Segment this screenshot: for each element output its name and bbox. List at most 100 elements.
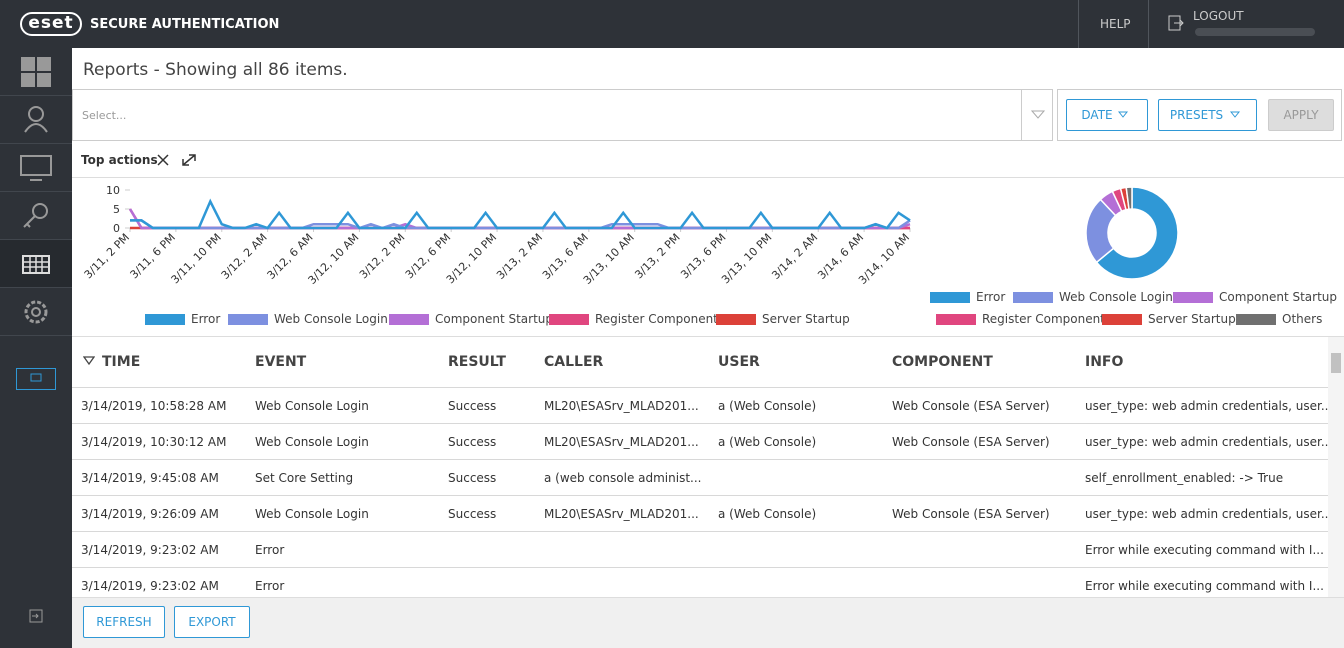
column-header: USER (718, 354, 760, 370)
legend-swatch (1173, 292, 1213, 303)
table-cell: Success (448, 435, 497, 449)
legend-swatch (1013, 292, 1053, 303)
icon (24, 300, 48, 324)
expand-icon[interactable] (182, 154, 196, 166)
x-tick-label: 3/11, 2 PM (82, 231, 132, 281)
legend-label: Server Startup (762, 312, 850, 326)
panel-title: Top actions (81, 153, 158, 167)
row-divider (72, 567, 1328, 568)
table-cell: Error (255, 579, 285, 593)
scroll-thumb[interactable] (1331, 353, 1341, 373)
table-cell: Web Console Login (255, 507, 369, 521)
icon (21, 57, 51, 87)
icon (23, 203, 48, 228)
apply-button[interactable]: APPLY (1268, 99, 1334, 131)
legend-label: Register Component (982, 312, 1105, 326)
export-button[interactable]: EXPORT (174, 606, 250, 638)
pie-slice (1095, 186, 1179, 280)
y-tick-label: 5 (113, 203, 120, 216)
row-divider (72, 387, 1328, 388)
column-header: EVENT (255, 354, 307, 370)
table-cell: Success (448, 399, 497, 413)
divider (1021, 90, 1022, 140)
users-nav[interactable] (0, 96, 72, 144)
column-header: CALLER (544, 354, 604, 370)
column-header: INFO (1085, 354, 1124, 370)
series-line (130, 198, 911, 230)
top-bar: eset SECURE AUTHENTICATION HELP LOGOUT (0, 0, 1344, 48)
legend-swatch (228, 314, 268, 325)
divider (72, 177, 1344, 178)
blurred-user (1195, 28, 1315, 36)
y-tick-label: 10 (106, 184, 120, 197)
legend-swatch (1236, 314, 1276, 325)
logout-icon (1168, 15, 1184, 31)
chat-button[interactable] (16, 368, 56, 392)
date-button[interactable]: DATE (1066, 99, 1148, 131)
presets-button[interactable]: PRESETS (1158, 99, 1257, 131)
x-tick-label: 3/14, 2 AM (769, 231, 820, 282)
table-cell: Set Core Setting (255, 471, 354, 485)
refresh-button[interactable]: REFRESH (83, 606, 165, 638)
table-cell: 3/14/2019, 9:23:02 AM (81, 579, 219, 593)
x-tick-label: 3/13, 2 AM (494, 231, 545, 282)
table-cell: user_type: web admin credentials, user..… (1085, 507, 1333, 521)
legend-label: Error (191, 312, 220, 326)
page-title: Reports - Showing all 86 items. (83, 60, 348, 80)
table-cell: 3/14/2019, 10:30:12 AM (81, 435, 227, 449)
button-label: DATE (1081, 108, 1113, 122)
logout-link[interactable]: LOGOUT (1193, 9, 1244, 23)
row-divider (72, 423, 1328, 424)
divider (1078, 0, 1079, 48)
select-placeholder: Select... (82, 109, 127, 122)
legend-swatch (549, 314, 589, 325)
table-cell: ML20\ESASrv_MLAD201... (544, 399, 699, 413)
select-box[interactable]: Select... (72, 89, 1053, 141)
legend-label: Component Startup (435, 312, 553, 326)
sort-arrow[interactable] (83, 356, 95, 366)
table-cell: ML20\ESASrv_MLAD201... (544, 435, 699, 449)
reports-nav[interactable] (0, 240, 72, 288)
x-tick-label: 3/12, 2 PM (357, 231, 407, 281)
legend-label: Server Startup (1148, 312, 1236, 326)
legend-label: Web Console Login (1059, 290, 1173, 304)
legend-swatch (1102, 314, 1142, 325)
settings-nav[interactable] (0, 288, 72, 336)
footer (72, 597, 1344, 648)
help-link[interactable]: HELP (1100, 17, 1131, 31)
series-line (128, 208, 911, 230)
computers-nav[interactable] (0, 144, 72, 192)
legend-label: Error (976, 290, 1005, 304)
pie-slice (1125, 186, 1133, 211)
table-cell: user_type: web admin credentials, user..… (1085, 435, 1333, 449)
sidebar (0, 48, 72, 648)
row-divider (72, 459, 1328, 460)
table-cell: a (Web Console) (718, 435, 817, 449)
table-cell: a (Web Console) (718, 507, 817, 521)
legend-label: Web Console Login (274, 312, 388, 326)
icon (1117, 111, 1128, 118)
filter-buttons (1057, 89, 1342, 141)
table-cell: Success (448, 471, 497, 485)
table-cell: a (web console administ... (544, 471, 702, 485)
table-cell: Error while executing command with I... (1085, 543, 1324, 557)
table-cell: Web Console (ESA Server) (892, 399, 1050, 413)
table-cell: Error (255, 543, 285, 557)
logo[interactable]: eset (20, 12, 82, 36)
collapse-button[interactable] (28, 608, 44, 624)
icon (20, 155, 52, 181)
close-icon[interactable] (157, 154, 169, 166)
legend-swatch (716, 314, 756, 325)
x-tick-label: 3/13, 2 PM (632, 231, 682, 281)
scrollbar[interactable] (1328, 337, 1344, 597)
table-cell: 3/14/2019, 9:26:09 AM (81, 507, 219, 521)
dashboard-nav[interactable] (0, 48, 72, 96)
keys-nav[interactable] (0, 192, 72, 240)
legend-swatch (389, 314, 429, 325)
legend-swatch (145, 314, 185, 325)
table-cell: self_enrollment_enabled: -> True (1085, 471, 1284, 485)
x-tick-label: 3/12, 2 AM (219, 231, 270, 282)
row-divider (72, 495, 1328, 496)
